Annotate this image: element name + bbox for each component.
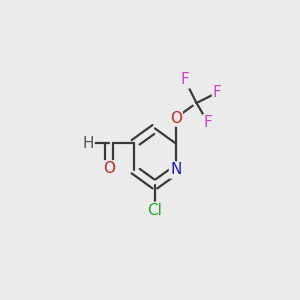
Text: O: O [170,110,182,125]
Text: F: F [213,85,222,100]
Text: F: F [181,72,189,87]
Text: Cl: Cl [148,203,162,218]
Text: F: F [204,115,212,130]
Text: H: H [82,136,94,151]
Text: N: N [170,163,182,178]
Text: O: O [103,161,115,176]
